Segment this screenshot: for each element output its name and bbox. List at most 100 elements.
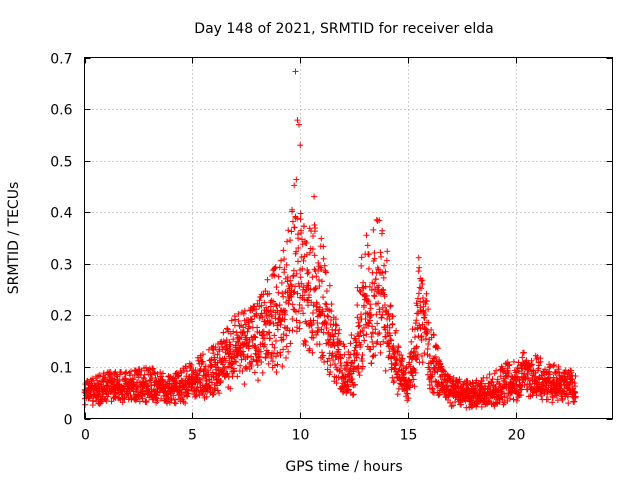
data-point [286,297,293,304]
data-point [432,378,439,385]
data-point [410,376,417,383]
data-point [267,308,274,315]
data-point [252,334,259,341]
data-point [333,322,340,329]
data-point [158,395,165,402]
data-point [388,364,395,371]
data-point [321,262,328,269]
data-point [309,310,316,317]
data-point [291,182,298,189]
data-point [249,318,256,325]
data-point [323,340,330,347]
data-point [326,355,333,362]
data-point [381,262,388,269]
data-point [325,329,332,336]
data-point [295,121,302,128]
data-point [245,319,252,326]
data-point [287,277,294,284]
data-point [361,302,368,309]
data-point [359,352,366,359]
data-point [355,319,362,326]
x-axis-title: GPS time / hours [285,459,402,475]
data-point [283,354,290,361]
data-point [335,374,342,381]
data-point [306,292,313,299]
data-point [389,313,396,320]
data-point [143,398,150,405]
data-point [273,284,280,291]
data-point [372,352,379,359]
data-point [414,354,421,361]
data-point [322,318,329,325]
data-point [386,324,393,331]
data-point [271,332,278,339]
data-point [289,316,296,323]
data-point [142,398,149,405]
data-point [313,273,320,280]
data-point [261,341,268,348]
data-point [251,333,258,340]
data-point [374,320,381,327]
data-point [273,302,280,309]
data-point [298,253,305,260]
data-point [309,349,316,356]
data-point [270,271,277,278]
data-point [304,302,311,309]
data-point [192,367,199,374]
y-tick-label: 0.4 [50,206,72,222]
data-point [370,343,377,350]
data-point [247,315,254,322]
data-point [150,365,157,372]
data-point [345,386,352,393]
data-point [301,296,308,303]
data-point [297,216,304,223]
data-point [297,274,304,281]
data-point [419,359,426,366]
data-point [424,329,431,336]
data-point [416,284,423,291]
data-point [238,334,245,341]
data-point [256,297,263,304]
data-point [159,370,166,377]
data-point [367,305,374,312]
data-point [394,391,401,398]
data-point [225,374,232,381]
data-point [398,352,405,359]
data-point [324,312,331,319]
data-point [350,391,357,398]
data-point [193,392,200,399]
data-point [131,382,138,389]
data-point [315,259,322,266]
data-point [206,376,213,383]
data-point [373,311,380,318]
data-point [194,371,201,378]
data-point [377,341,384,348]
data-point [417,298,424,305]
data-point [123,369,130,376]
data-point [293,317,300,324]
chart-title: Day 148 of 2021, SRMTID for receiver eld… [194,21,493,37]
data-point [171,399,178,406]
data-point [359,327,366,334]
data-point [371,255,378,262]
data-point [325,313,332,320]
data-point [367,346,374,353]
data-point [395,344,402,351]
data-point [259,314,266,321]
data-point [154,397,161,404]
y-tick-label: 0.3 [50,258,72,274]
data-point [215,372,222,379]
data-point [330,357,337,364]
data-point [288,228,295,235]
data-point [138,392,145,399]
data-point [413,317,420,324]
data-point [327,316,334,323]
data-point [315,267,322,274]
data-point [361,337,368,344]
data-point [295,244,302,251]
data-point [252,350,259,357]
data-point [411,383,418,390]
x-tick-label: 15 [400,428,418,444]
data-point [379,227,386,234]
data-point [118,369,125,376]
